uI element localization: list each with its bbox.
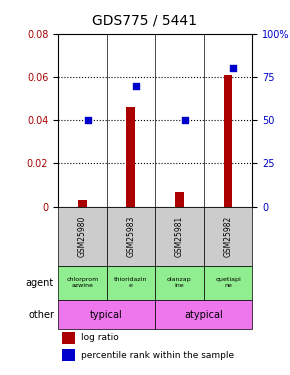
Text: typical: typical	[90, 310, 123, 320]
Bar	[204, 266, 252, 300]
Text: thioridazin
e: thioridazin e	[114, 278, 148, 288]
Bar	[175, 192, 184, 207]
Bar	[58, 207, 106, 266]
Text: GDS775 / 5441: GDS775 / 5441	[93, 13, 197, 28]
Text: agent: agent	[26, 278, 54, 288]
Bar	[62, 349, 75, 361]
Bar	[106, 266, 155, 300]
Bar	[62, 332, 75, 344]
Point	[231, 65, 235, 71]
Bar	[155, 266, 204, 300]
Bar	[224, 75, 232, 207]
Text: GSM25980: GSM25980	[78, 215, 87, 257]
Point	[134, 82, 138, 88]
Bar	[155, 300, 252, 329]
Text: GSM25982: GSM25982	[224, 216, 233, 257]
Bar	[106, 207, 155, 266]
Text: quetiapi
ne: quetiapi ne	[215, 278, 241, 288]
Bar	[58, 266, 106, 300]
Text: other: other	[28, 310, 54, 320]
Text: olanzap
ine: olanzap ine	[167, 278, 192, 288]
Text: GSM25983: GSM25983	[126, 215, 135, 257]
Text: chlorprom
azwine: chlorprom azwine	[66, 278, 98, 288]
Bar	[126, 107, 135, 207]
Text: percentile rank within the sample: percentile rank within the sample	[81, 351, 234, 360]
Point	[182, 117, 187, 123]
Bar	[155, 207, 204, 266]
Text: log ratio: log ratio	[81, 333, 119, 342]
Bar	[78, 200, 87, 207]
Text: GSM25981: GSM25981	[175, 216, 184, 257]
Bar	[204, 207, 252, 266]
Point	[85, 117, 90, 123]
Bar	[58, 300, 155, 329]
Text: atypical: atypical	[184, 310, 223, 320]
